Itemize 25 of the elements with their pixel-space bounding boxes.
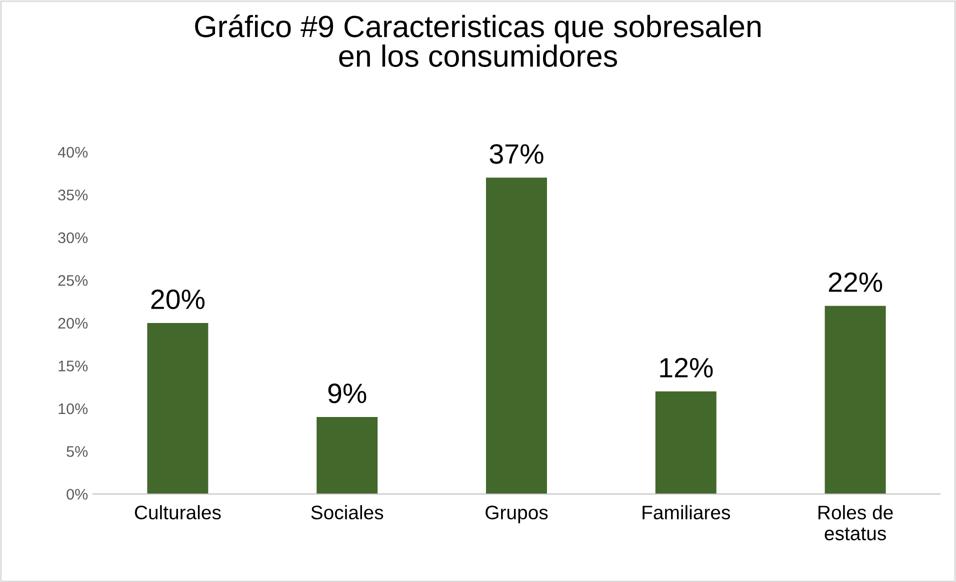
x-tick-label: Culturales xyxy=(134,505,221,520)
x-tick-label: Sociales xyxy=(311,505,384,520)
bar xyxy=(824,306,886,494)
y-tick-label: 0% xyxy=(66,488,88,500)
data-label: 20% xyxy=(151,290,205,310)
chart-title: Gráfico #9 Caracteristicas que sobresalen en los consumidores xyxy=(195,14,761,67)
bar xyxy=(316,417,378,494)
y-tick-label: 10% xyxy=(58,403,88,414)
bar xyxy=(486,178,547,494)
y-tick-label: 20% xyxy=(58,318,88,329)
data-label: 37% xyxy=(490,144,544,164)
data-label: 22% xyxy=(828,272,882,292)
y-tick-label: 15% xyxy=(58,360,88,372)
x-tick-label: Familiares xyxy=(642,505,730,520)
bar xyxy=(147,323,208,494)
data-label: 12% xyxy=(660,358,713,378)
y-tick-label: 40% xyxy=(58,146,88,158)
y-tick-label: 5% xyxy=(66,446,88,457)
x-tick-label: Roles de estatus xyxy=(818,505,893,540)
bar xyxy=(655,391,716,494)
y-tick-label: 35% xyxy=(58,190,88,200)
y-tick-label: 30% xyxy=(58,232,88,244)
x-tick-label: Grupos xyxy=(486,506,548,524)
data-label: 9% xyxy=(328,384,366,404)
y-tick-label: 25% xyxy=(58,275,88,286)
